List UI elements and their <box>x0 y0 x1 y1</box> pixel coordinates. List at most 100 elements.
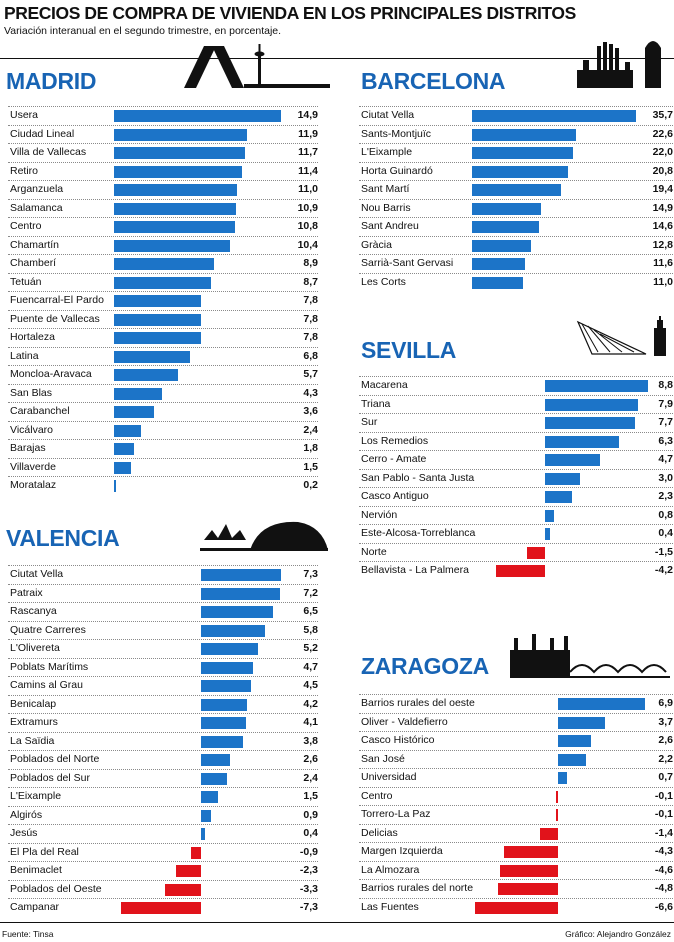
sevilla-category-label: Casco Antiguo <box>361 490 429 502</box>
barcelona-bar <box>472 239 531 252</box>
barcelona-skyline-icon <box>577 41 661 88</box>
madrid-value-label: 7,8 <box>303 294 318 306</box>
madrid-category-label: Latina <box>10 349 39 362</box>
valencia-bar <box>201 680 251 692</box>
valencia-category-label: Camins al Grau <box>10 679 83 691</box>
madrid-row: Chamberí 8,9 <box>8 254 318 273</box>
zaragoza-bar <box>556 809 558 821</box>
zaragoza-category-label: San José <box>361 752 405 765</box>
madrid-value-label: 2,4 <box>303 423 318 436</box>
sevilla-row: Bellavista - La Palmera -4,2 <box>359 561 673 580</box>
sevilla-value-label: 7,7 <box>658 416 673 428</box>
zaragoza-category-label: Universidad <box>361 771 417 783</box>
barcelona-row: Sants-Montjuïc 22,6 <box>359 124 673 144</box>
barcelona-row: Ciutat Vella 35,7 <box>359 106 673 125</box>
valencia-row: Benimaclet -2,3 <box>8 861 318 880</box>
madrid-title: MADRID <box>6 68 97 94</box>
barcelona-category-label: Les Corts <box>361 275 406 288</box>
madrid-row: Moratalaz 0,2 <box>8 476 318 495</box>
madrid-bar <box>114 369 178 381</box>
madrid-category-label: Hortaleza <box>10 331 55 343</box>
valencia-category-label: Algirós <box>10 808 43 821</box>
valencia-title: VALENCIA <box>6 525 120 551</box>
sevilla-title: SEVILLA <box>361 337 457 363</box>
sevilla-bar <box>545 417 636 429</box>
madrid-value-label: 10,4 <box>297 238 318 251</box>
valencia-row: El Pla del Real -0,9 <box>8 842 318 862</box>
madrid-value-label: 8,9 <box>303 257 318 269</box>
valencia-row: La Saïdia 3,8 <box>8 731 318 751</box>
valencia-value-label: 2,6 <box>303 753 318 765</box>
barcelona-value-label: 19,4 <box>652 183 673 195</box>
zaragoza-value-label: 0,7 <box>658 771 673 783</box>
barcelona-value-label: 12,8 <box>652 238 673 251</box>
sevilla-category-label: San Pablo - Santa Justa <box>361 471 475 484</box>
zaragoza-row: San José 2,2 <box>359 749 673 769</box>
valencia-row: Poblats Marítims 4,7 <box>8 657 318 677</box>
valencia-value-label: 1,5 <box>303 790 318 802</box>
barcelona-bar <box>472 110 637 122</box>
credit-note: Gráfico: Alejandro González <box>565 929 671 939</box>
madrid-bar <box>114 350 191 363</box>
barcelona-category-label: Sarrià-Sant Gervasi <box>361 257 454 269</box>
sevilla-row: Sur 7,7 <box>359 413 673 432</box>
barcelona-value-label: 14,9 <box>652 201 673 214</box>
sevilla-row: Cerro - Amate 4,7 <box>359 450 673 469</box>
valencia-bar <box>201 754 230 766</box>
zaragoza-value-label: -6,6 <box>654 900 673 913</box>
valencia-category-label: Rascanya <box>10 605 57 617</box>
valencia-row: Poblados del Sur 2,4 <box>8 768 318 788</box>
footer-rule <box>0 922 674 923</box>
valencia-bar <box>201 643 259 655</box>
zaragoza-category-label: Torrero-La Paz <box>361 808 431 820</box>
sevilla-row: Casco Antiguo 2,3 <box>359 487 673 506</box>
madrid-bar <box>114 424 141 437</box>
barcelona-value-label: 22,6 <box>652 127 673 140</box>
sevilla-value-label: 0,8 <box>658 508 673 521</box>
sevilla-bar <box>545 509 555 522</box>
valencia-row: Ciutat Vella 7,3 <box>8 565 318 584</box>
madrid-value-label: 0,2 <box>303 479 318 491</box>
valencia-category-label: Benimaclet <box>10 864 62 876</box>
sevilla-bar <box>545 380 649 392</box>
madrid-category-label: Ciudad Lineal <box>10 127 75 140</box>
sevilla-category-label: Bellavista - La Palmera <box>361 564 469 576</box>
madrid-row: Usera 14,9 <box>8 106 318 125</box>
barcelona-category-label: Sant Andreu <box>361 220 419 232</box>
madrid-category-label: Moratalaz <box>10 479 57 491</box>
valencia-value-label: -7,3 <box>299 901 318 913</box>
valencia-value-label: 7,3 <box>303 568 318 580</box>
barcelona-category-label: Sant Martí <box>361 183 410 195</box>
barcelona-bar <box>472 221 540 233</box>
valencia-category-label: Poblats Marítims <box>10 660 89 673</box>
madrid-row: Fuencarral-El Pardo 7,8 <box>8 291 318 310</box>
madrid-row: Tetuán 8,7 <box>8 272 318 292</box>
barcelona-row: Sant Andreu 14,6 <box>359 217 673 236</box>
source-note: Fuente: Tinsa <box>2 929 54 939</box>
madrid-bar <box>114 406 155 418</box>
madrid-category-label: Moncloa-Aravaca <box>10 368 92 380</box>
madrid-value-label: 1,8 <box>303 442 318 454</box>
madrid-row: Centro 10,8 <box>8 217 318 236</box>
valencia-bar <box>120 902 201 914</box>
zaragoza-bar <box>558 698 645 710</box>
madrid-skyline-icon <box>184 44 330 88</box>
zaragoza-value-label: -4,8 <box>654 882 673 894</box>
valencia-skyline-icon <box>200 521 328 551</box>
valencia-bar <box>201 624 265 637</box>
valencia-bar <box>201 661 253 674</box>
valencia-value-label: 6,5 <box>303 605 318 617</box>
sevilla-value-label: 7,9 <box>658 397 673 410</box>
zaragoza-bar <box>558 753 586 766</box>
barcelona-category-label: Horta Guinardó <box>361 164 433 177</box>
valencia-bar <box>175 865 201 877</box>
valencia-bar <box>164 883 201 896</box>
madrid-value-label: 6,8 <box>303 349 318 362</box>
sevilla-bar <box>545 454 601 466</box>
zaragoza-value-label: -0,1 <box>654 808 673 820</box>
zaragoza-row: Las Fuentes -6,6 <box>359 897 673 917</box>
valencia-value-label: -3,3 <box>299 882 318 895</box>
barcelona-row: Gràcia 12,8 <box>359 235 673 255</box>
sevilla-value-label: 8,8 <box>658 379 673 391</box>
madrid-value-label: 11,4 <box>298 164 318 177</box>
